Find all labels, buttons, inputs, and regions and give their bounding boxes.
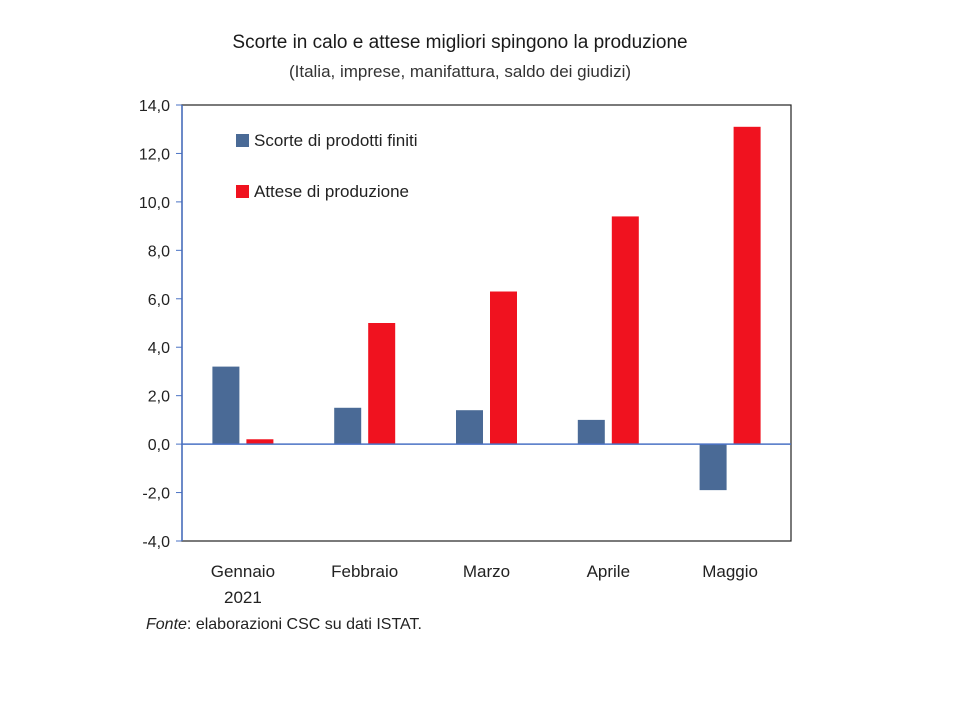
legend-label: Attese di produzione [254,182,409,201]
chart-title: Scorte in calo e attese migliori spingon… [232,32,688,53]
y-tick-label: 4,0 [148,340,170,357]
y-tick-label: 10,0 [139,195,170,212]
bar-attese-5 [733,126,761,445]
y-tick-label: 8,0 [148,243,170,260]
y-axis-ticks: 14,0 12,0 10,0 8,0 6,0 4,0 2,0 0,0 -2,0 -4,0 [139,98,182,551]
y-tick-label: 0,0 [148,437,170,454]
bar-attese-4 [611,216,639,445]
source-note: Fonte: elaborazioni CSC su dati ISTAT. [146,616,422,634]
bar-scorte-3 [456,410,483,445]
y-tick-label: 6,0 [148,292,170,309]
y-tick-label: 12,0 [139,146,170,163]
x-tick-label: 2021 [224,588,262,607]
plot-frame [181,104,792,542]
y-tick-label: 2,0 [148,389,170,406]
bar-scorte-5 [699,444,727,491]
source-label: Fonte [146,616,187,633]
x-tick-label: Marzo [463,562,510,581]
bar-attese-1 [246,439,274,445]
bar-scorte-4 [577,419,605,445]
legend-swatch [236,134,249,147]
x-tick-label: Aprile [587,562,630,581]
y-tick-label: -2,0 [142,486,170,503]
bars [212,126,761,491]
y-tick-label: 14,0 [139,98,170,115]
y-tick-label: -4,0 [142,534,170,551]
x-axis-labels: Gennaio 2021 Febbraio Marzo Aprile Maggio [211,562,758,607]
bar-attese-2 [368,323,396,445]
source-text: : elaborazioni CSC su dati ISTAT. [186,616,422,633]
legend: Scorte di prodotti finiti Attese di produ… [236,131,417,201]
x-tick-label: Gennaio [211,562,275,581]
bar-scorte-1 [212,366,240,445]
legend-swatch [236,185,249,198]
chart-subtitle: (Italia, imprese, manifattura, saldo dei… [288,62,632,81]
legend-label: Scorte di prodotti finiti [254,131,417,150]
x-tick-label: Maggio [702,562,758,581]
bar-attese-3 [490,291,517,445]
bar-scorte-2 [334,407,362,445]
x-tick-label: Febbraio [331,562,398,581]
